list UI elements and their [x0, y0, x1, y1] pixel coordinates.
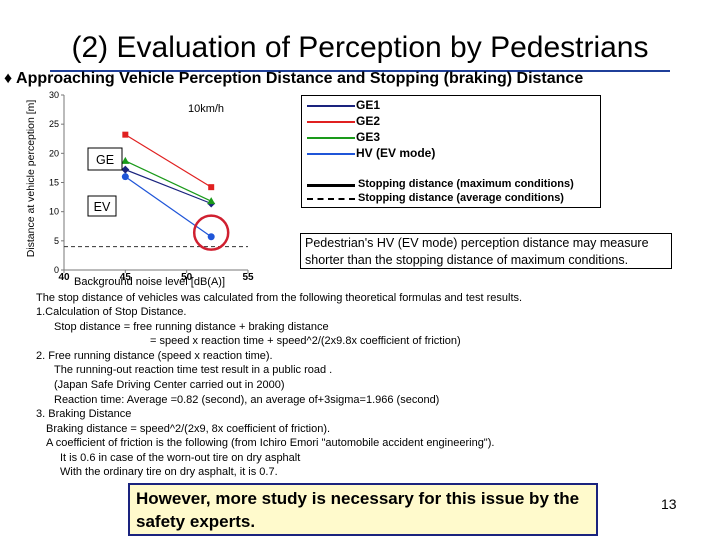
legend-label: Stopping distance (average conditions) — [358, 192, 564, 204]
ev-label: EV — [94, 200, 111, 214]
x-tick-label: 45 — [120, 272, 132, 280]
y-tick-label: 25 — [49, 119, 59, 129]
legend-label: GE1 — [356, 98, 381, 112]
y-tick-label: 5 — [54, 236, 59, 246]
data-point — [121, 156, 130, 164]
body-line: A coefficient of friction is the followi… — [46, 437, 495, 449]
body-line: It is 0.6 in case of the worn-out tire o… — [60, 452, 301, 464]
body-line: (Japan Safe Driving Center carried out i… — [54, 379, 285, 391]
highlight-circle — [192, 214, 230, 251]
y-tick-label: 10 — [49, 207, 59, 217]
chart-legend: GE1 GE2 GE3 HV (EV mode) Stopping distan… — [301, 95, 601, 208]
y-tick-label: 15 — [49, 178, 59, 188]
x-axis-label: Background noise level [dB(A)] — [74, 276, 226, 288]
series-line — [125, 169, 212, 205]
legend-label: Stopping distance (maximum conditions) — [358, 178, 574, 190]
ge-label: GE — [96, 153, 114, 167]
body-line: 3. Braking Distance — [36, 408, 132, 420]
y-tick-label: 20 — [49, 148, 59, 158]
legend-label: GE3 — [356, 130, 381, 144]
perception-note: Pedestrian's HV (EV mode) perception dis… — [300, 233, 672, 269]
ge-label-box — [87, 147, 123, 171]
y-axis-label: Distance at vehicle perception [m] — [25, 100, 37, 258]
body-line: 2. Free running distance (speed x reacti… — [36, 350, 273, 362]
body-line: Reaction time: Average =0.82 (second), a… — [54, 394, 440, 406]
y-tick-label: 0 — [54, 265, 59, 275]
legend-swatch-dashed — [307, 198, 355, 200]
legend-swatch — [307, 105, 355, 107]
body-line: With the ordinary tire on dry asphalt, i… — [60, 466, 278, 478]
legend-swatch — [307, 137, 355, 139]
page-number: 13 — [661, 496, 677, 512]
x-tick-label: 55 — [242, 272, 254, 280]
body-line: = speed x reaction time + speed^2/(2x9.8… — [150, 335, 461, 347]
data-point — [208, 184, 215, 191]
x-tick-label: 40 — [58, 272, 70, 280]
slide-subtitle: ♦ Approaching Vehicle Perception Distanc… — [4, 70, 584, 87]
title-divider — [50, 70, 670, 72]
series-line — [125, 160, 212, 202]
speed-annotation: 10km/h — [188, 103, 224, 115]
slide-title: (2) Evaluation of Perception by Pedestri… — [71, 31, 649, 64]
data-point — [121, 165, 130, 174]
body-line: Braking distance = speed^2/(2x9, 8x coef… — [46, 423, 331, 435]
legend-swatch-solid — [307, 184, 355, 187]
series-line — [125, 134, 212, 188]
legend-swatch — [307, 121, 355, 123]
data-point — [121, 173, 129, 181]
legend-label: GE2 — [356, 114, 381, 128]
series-line — [124, 176, 212, 238]
body-line: The running-out reaction time test resul… — [54, 364, 333, 376]
data-point — [207, 197, 216, 205]
x-tick-label: 50 — [181, 272, 193, 280]
ev-label-box — [87, 195, 117, 217]
y-tick-label: 30 — [49, 90, 59, 100]
body-line: 1.Calculation of Stop Distance. — [36, 306, 187, 318]
legend-label: HV (EV mode) — [356, 146, 436, 160]
body-line: The stop distance of vehicles was calcul… — [36, 292, 523, 304]
data-point — [122, 131, 129, 138]
data-point — [207, 233, 215, 241]
conclusion-box: However, more study is necessary for thi… — [128, 483, 598, 536]
legend-swatch — [307, 153, 355, 155]
body-line: Stop distance = free running distance + … — [54, 321, 329, 333]
